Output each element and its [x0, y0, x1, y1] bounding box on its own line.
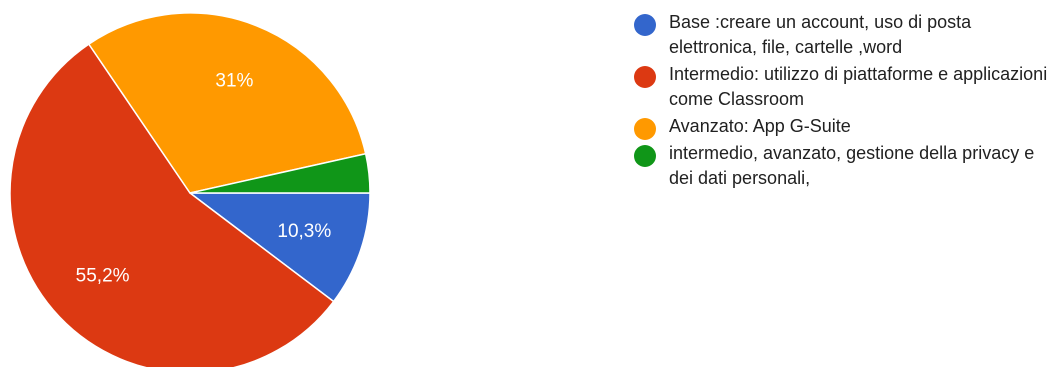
- chart-legend: Base :creare un account, uso di posta el…: [632, 10, 1056, 193]
- legend-label-base: Base :creare un account, uso di posta el…: [669, 12, 972, 57]
- legend-label-privacy: intermedio, avanzato, gestione della pri…: [669, 143, 1035, 188]
- legend-swatch-avanzato: [634, 118, 656, 140]
- pie-slice-intermedio[interactable]: [9, 43, 335, 367]
- slice-label-avanzato: 31%: [215, 70, 253, 91]
- slice-label-base: 10,3%: [277, 221, 331, 242]
- legend-swatch-privacy: [634, 145, 656, 167]
- pie-chart: 10,3% 55,2% 31%: [9, 12, 371, 367]
- pie-slice-base[interactable]: [187, 192, 371, 303]
- legend-swatch-intermedio: [634, 66, 656, 88]
- legend-item-privacy[interactable]: intermedio, avanzato, gestione della pri…: [632, 141, 1056, 191]
- legend-label-intermedio: Intermedio: utilizzo di piattaforme e ap…: [669, 64, 1048, 109]
- legend-swatch-base: [634, 14, 656, 36]
- legend-item-intermedio[interactable]: Intermedio: utilizzo di piattaforme e ap…: [632, 62, 1056, 112]
- slice-label-intermedio: 55,2%: [76, 266, 130, 287]
- legend-item-base[interactable]: Base :creare un account, uso di posta el…: [632, 10, 1056, 60]
- pie-slice-privacy[interactable]: [189, 152, 371, 194]
- pie-slice-avanzato[interactable]: [87, 12, 367, 194]
- legend-label-avanzato: Avanzato: App G-Suite: [669, 116, 851, 136]
- legend-item-avanzato[interactable]: Avanzato: App G-Suite: [632, 114, 1056, 140]
